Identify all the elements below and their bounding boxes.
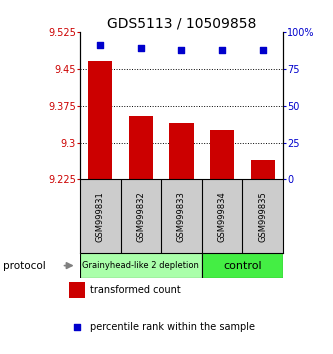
Point	[138, 45, 144, 51]
Point	[179, 47, 184, 52]
Point	[74, 325, 80, 330]
Bar	[69, 282, 85, 298]
Text: GSM999833: GSM999833	[177, 191, 186, 242]
Text: control: control	[223, 261, 262, 270]
Bar	[250, 160, 275, 179]
Bar	[88, 61, 113, 179]
Text: GSM999832: GSM999832	[136, 191, 146, 242]
Title: GDS5113 / 10509858: GDS5113 / 10509858	[107, 17, 256, 31]
Bar	[210, 130, 234, 179]
Text: Grainyhead-like 2 depletion: Grainyhead-like 2 depletion	[83, 261, 199, 270]
Text: transformed count: transformed count	[90, 285, 181, 295]
Text: percentile rank within the sample: percentile rank within the sample	[90, 322, 255, 332]
Point	[219, 47, 225, 52]
Text: GSM999835: GSM999835	[258, 191, 267, 242]
Point	[98, 42, 103, 48]
Bar	[169, 123, 194, 179]
Text: protocol: protocol	[3, 261, 46, 270]
Point	[260, 47, 265, 52]
Text: GSM999831: GSM999831	[96, 191, 105, 242]
Bar	[129, 115, 153, 179]
Bar	[202, 253, 283, 278]
Text: GSM999834: GSM999834	[217, 191, 227, 242]
Bar	[80, 253, 202, 278]
